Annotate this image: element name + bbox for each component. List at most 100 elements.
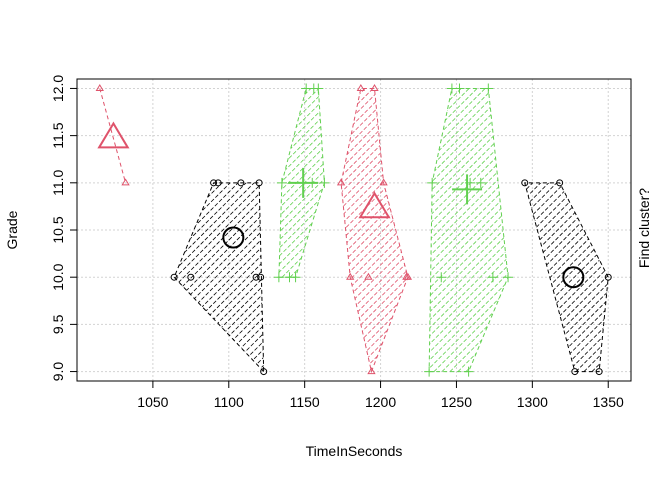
- data-point: [424, 366, 435, 377]
- hatch-line: [174, 182, 264, 372]
- hatch-line: [341, 88, 408, 372]
- data-point: [403, 272, 413, 280]
- data-point: [336, 178, 346, 186]
- x-tick-label: 1100: [214, 394, 244, 410]
- cluster-center: [562, 266, 585, 289]
- hatch-line: [524, 182, 609, 372]
- data-point: [454, 83, 465, 94]
- hatch-line: [559, 182, 609, 372]
- hatch-line: [429, 88, 509, 372]
- data-point: [556, 179, 564, 187]
- hatch-line: [429, 88, 502, 372]
- data-point: [356, 84, 366, 92]
- data-point: [290, 272, 301, 283]
- hatch-line: [174, 182, 255, 372]
- hatch-line: [429, 88, 509, 372]
- hatch-line: [278, 88, 325, 278]
- hatch-line: [174, 182, 263, 372]
- hatch-line: [524, 182, 606, 372]
- x-axis: 1050 1100 1150 1200 1250 1300 1350: [137, 381, 624, 410]
- cluster: [95, 84, 130, 186]
- cluster-hatch: [174, 182, 264, 372]
- hatch-line: [341, 88, 406, 372]
- hatch-line: [429, 88, 509, 372]
- cluster: [170, 179, 268, 376]
- y-tick-label: 11.5: [50, 122, 66, 148]
- hatch-line: [543, 182, 609, 372]
- hatch-line: [174, 182, 264, 372]
- hatch-line: [341, 88, 408, 372]
- x-tick-label: 1200: [365, 394, 396, 410]
- hatch-line: [524, 182, 582, 372]
- hatch-line: [429, 88, 509, 372]
- hatch-line: [174, 182, 264, 372]
- data-point: [313, 83, 324, 94]
- hatch-line: [174, 182, 239, 372]
- hatch-line: [429, 88, 509, 372]
- hatch-line: [429, 88, 509, 372]
- x-tick-label: 1350: [593, 394, 624, 410]
- data-point: [255, 179, 263, 187]
- y-axis: 9.0 9.5 10.0 10.5 11.0 11.5 12.0: [50, 75, 77, 382]
- data-point: [237, 179, 245, 187]
- data-point: [379, 178, 388, 186]
- x-axis-label: TimeInSeconds: [306, 443, 403, 459]
- hatch-line: [429, 88, 509, 372]
- hatch-line: [551, 182, 609, 372]
- data-point: [273, 272, 284, 283]
- hatch-line: [429, 88, 509, 372]
- hatch-line: [278, 88, 325, 278]
- data-point: [187, 273, 195, 281]
- x-tick-label: 1050: [137, 394, 168, 410]
- y-tick-label: 12.0: [50, 75, 66, 102]
- y-tick-label: 10.5: [50, 216, 66, 243]
- cluster-center: [222, 226, 245, 249]
- data-point: [370, 84, 379, 92]
- data-point: [427, 177, 438, 188]
- data-point: [483, 83, 494, 94]
- data-point: [319, 177, 330, 188]
- hatch-line: [524, 182, 609, 372]
- data-point: [257, 273, 265, 281]
- hatch-line: [429, 88, 509, 372]
- data-point: [367, 367, 376, 375]
- data-point: [436, 272, 447, 283]
- hatch-line: [341, 88, 408, 372]
- data-point: [463, 366, 474, 377]
- data-point: [170, 273, 178, 281]
- data-point: [214, 179, 222, 187]
- hatch-line: [429, 88, 509, 372]
- data-point: [487, 272, 498, 283]
- hatch-line: [433, 88, 509, 372]
- hatch-line: [429, 88, 509, 372]
- hatch-line: [174, 182, 175, 372]
- hatch-line: [429, 88, 509, 372]
- x-tick-label: 1250: [441, 394, 472, 410]
- hatch-line: [341, 88, 408, 372]
- hatch-line: [429, 88, 494, 372]
- hatch-line: [524, 182, 566, 372]
- cluster: [336, 84, 413, 375]
- hatch-line: [524, 182, 574, 372]
- hatch-line: [225, 182, 264, 372]
- hatch-line: [341, 88, 408, 372]
- hatch-line: [429, 88, 509, 372]
- y-tick-label: 9.5: [50, 314, 66, 334]
- hatch-line: [174, 182, 247, 372]
- hatch-line: [535, 182, 609, 372]
- hatch-line: [429, 88, 509, 372]
- hatch-line: [524, 182, 609, 372]
- hatch-line: [524, 182, 598, 372]
- data-point: [210, 179, 218, 187]
- hatch-line: [524, 182, 590, 372]
- data-point: [595, 368, 603, 376]
- data-point: [604, 273, 612, 281]
- y-tick-label: 9.0: [50, 362, 66, 382]
- cluster-center: [358, 191, 391, 219]
- hatch-line: [217, 182, 264, 372]
- find-cluster-label: Find cluster?: [636, 188, 652, 268]
- cluster-center: [288, 167, 319, 198]
- data-point: [121, 178, 130, 186]
- data-point: [346, 272, 355, 280]
